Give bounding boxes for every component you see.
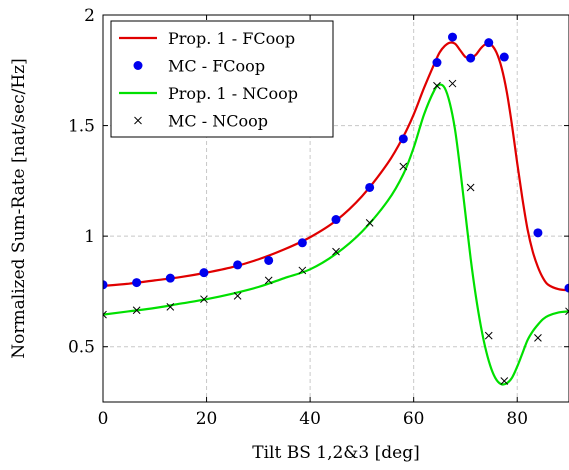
x-tick-label: 80 xyxy=(506,409,528,429)
data-point xyxy=(132,306,141,315)
legend-item-mc-fcoop: MC - FCoop xyxy=(133,57,265,76)
legend-item-prop-1-fcoop: Prop. 1 - FCoop xyxy=(119,29,295,48)
legend-swatch xyxy=(134,116,142,125)
data-point xyxy=(165,273,175,283)
legend: Prop. 1 - FCoop MC - FCoop Prop. 1 - NCoop… xyxy=(110,20,334,138)
plot-frame xyxy=(102,14,569,403)
series-line-prop-1-fcoop xyxy=(103,41,569,292)
data-point xyxy=(534,334,542,342)
data-point xyxy=(500,377,509,385)
data-point xyxy=(432,58,442,68)
legend-label: MC - NCoop xyxy=(168,112,268,131)
data-point xyxy=(103,280,108,290)
legend-item-prop-1-ncoop: Prop. 1 - NCoop xyxy=(119,84,298,103)
data-point xyxy=(264,276,273,285)
data-point xyxy=(433,81,441,90)
data-point xyxy=(264,255,274,265)
data-point xyxy=(331,215,341,225)
data-point xyxy=(297,238,307,248)
data-point xyxy=(484,331,493,340)
legend-label: Prop. 1 - FCoop xyxy=(168,29,295,48)
data-point xyxy=(448,79,457,88)
data-point xyxy=(233,291,242,300)
ticks xyxy=(102,14,569,402)
x-tick-label: 60 xyxy=(403,409,425,429)
data-point xyxy=(365,182,375,192)
legend-label: MC - FCoop xyxy=(168,57,265,76)
data-point xyxy=(103,310,107,319)
x-tick-label: 40 xyxy=(299,409,321,429)
data-point xyxy=(199,268,209,278)
plot-area xyxy=(103,32,569,386)
data-point xyxy=(565,307,569,316)
y-tick-label: 2 xyxy=(84,6,95,26)
legend-box xyxy=(110,20,334,138)
data-point xyxy=(564,283,569,293)
data-point xyxy=(365,219,374,227)
y-tick-label: 1 xyxy=(84,227,95,247)
data-point xyxy=(233,260,243,270)
data-point xyxy=(484,38,494,48)
tick-labels: 0 20 40 60 80 0.5 1 1.5 2 xyxy=(68,6,528,429)
data-point xyxy=(166,303,175,311)
data-point xyxy=(533,228,543,238)
series-points-mc-fcoop xyxy=(103,32,569,293)
data-point xyxy=(200,295,208,304)
data-point xyxy=(466,53,476,63)
y-axis-label: Normalized Sum-Rate [nat/sec/Hz] xyxy=(9,58,29,358)
y-tick-label: 1.5 xyxy=(68,117,95,137)
data-point xyxy=(399,162,408,171)
data-point xyxy=(132,278,142,288)
data-point xyxy=(466,183,475,192)
series-points-mc-ncoop xyxy=(103,79,569,385)
x-axis-label: Tilt BS 1,2&3 [deg] xyxy=(252,443,419,463)
data-point xyxy=(398,134,408,144)
legend-label: Prop. 1 - NCoop xyxy=(168,84,298,103)
legend-item-mc-ncoop: MC - NCoop xyxy=(134,112,268,131)
data-point xyxy=(448,32,457,42)
x-tick-label: 0 xyxy=(98,409,109,429)
data-point xyxy=(332,247,340,256)
y-tick-label: 0.5 xyxy=(68,338,95,358)
legend-swatch xyxy=(133,61,143,70)
data-point xyxy=(298,266,307,275)
data-point xyxy=(499,52,509,62)
x-tick-label: 20 xyxy=(196,409,218,429)
